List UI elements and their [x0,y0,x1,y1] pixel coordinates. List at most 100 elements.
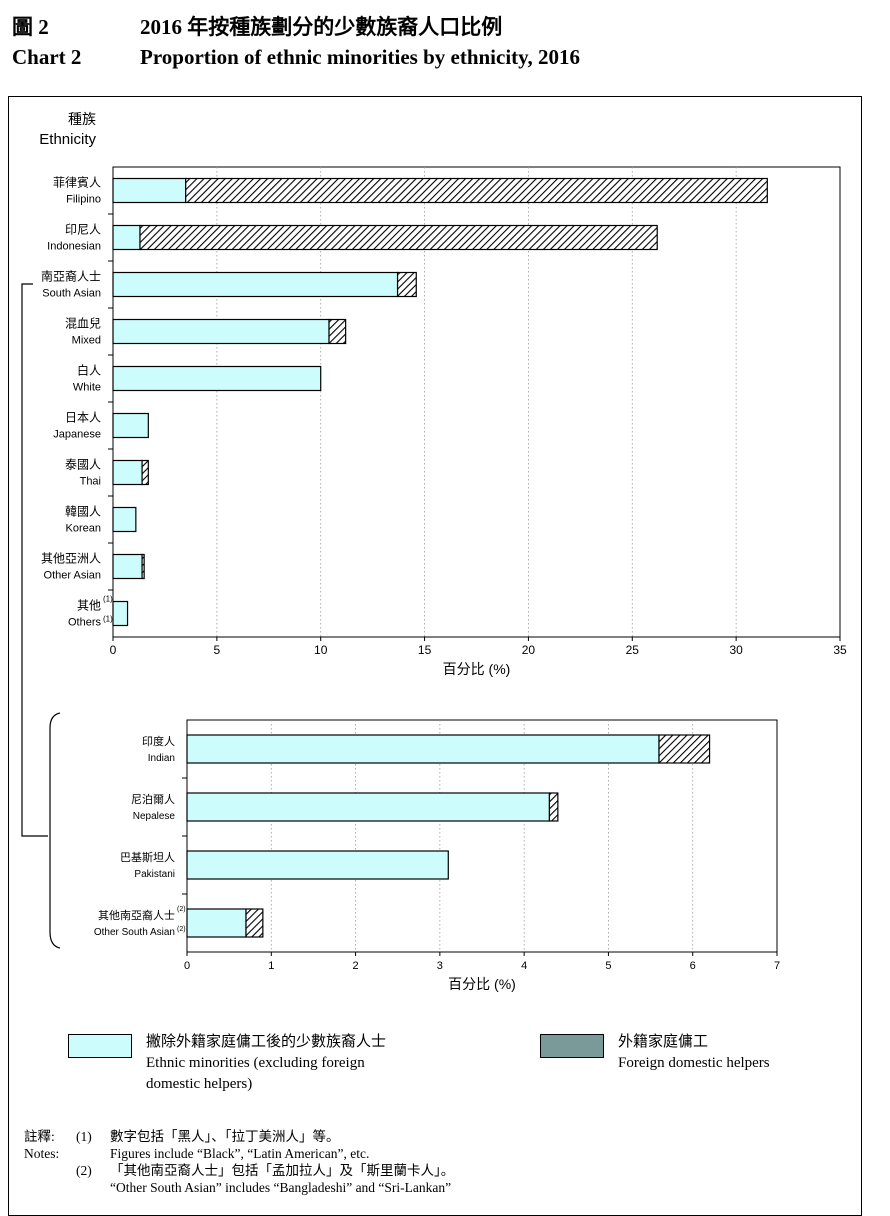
x-tick-label: 0 [110,643,117,657]
notes-label-en: Notes: [24,1146,60,1161]
bar-em [112,224,141,251]
y-axis-title-en: Ethnicity [39,131,96,148]
x-tick-label: 2 [353,960,359,972]
x-tick-label: 3 [437,960,443,972]
category-label-en: Thai [80,476,101,488]
bar-em [112,459,143,486]
legend-em-swatch [68,1034,132,1058]
category-label-zh: 印度人 [142,734,175,748]
category-label-en: Other Asian [44,570,101,582]
bar-fdh [141,553,145,580]
legend-em-label-en2: domestic helpers) [146,1076,253,1092]
bar-em [112,271,399,298]
category-label-en: Nepalese [133,811,176,822]
category-label-zh: 泰國人 [65,458,101,472]
category-label-en: Filipino [66,194,101,206]
legend-fdh-label-en: Foreign domestic helpers [618,1055,770,1071]
category-footnote-mark: (2) [177,926,186,933]
chart-header: 圖 2 2016 年按種族劃分的少數族裔人口比例 Chart 2 Proport… [12,12,580,72]
bar-fdh [548,792,559,822]
bar-em [186,792,551,822]
bar-em [112,506,137,533]
bar-em [112,600,129,627]
bar-em [112,318,330,345]
category-label-en: Japanese [53,429,101,441]
x-tick-label: 30 [729,643,743,657]
x-tick-label: 1 [268,960,274,972]
legend-fdh-swatch [540,1034,604,1058]
bar-fdh [139,224,658,251]
chart-title-en: Proportion of ethnic minorities by ethni… [140,45,581,69]
x-tick-label: 5 [214,643,221,657]
header-row-zh: 圖 2 2016 年按種族劃分的少數族裔人口比例 [12,12,580,42]
category-label-en: Others [68,617,102,629]
x-tick-label: 5 [605,960,611,972]
bar-fdh [141,459,149,486]
category-label-zh: 巴基斯坦人 [120,850,175,864]
chart-main: 0 5 10 15 20 25 30 35 菲律賓人 Filipino 印尼人 Indonesian 南… [39,111,847,677]
category-label-zh: 菲律賓人 [53,175,101,190]
bar-em [112,412,149,439]
notes-label-zh: 註釋: [24,1129,55,1144]
x-tick-label: 15 [418,643,432,657]
legend-fdh-label-zh: 外籍家庭傭工 [618,1034,709,1050]
category-footnote-mark: (1) [103,615,113,624]
legend-em-label-en1: Ethnic minorities (excluding foreign [146,1055,365,1071]
bar-em [112,177,187,204]
category-label-zh: 南亞裔人士 [41,269,101,284]
legend-fdh: 外籍家庭傭工 Foreign domestic helpers [540,1032,770,1074]
x-tick-label: 0 [184,960,190,972]
x-tick-label: 25 [626,643,640,657]
bar-fdh [396,271,417,298]
note-1-number: (1) [76,1129,92,1144]
note-2-number: (2) [76,1163,92,1178]
x-tick-label: 7 [774,960,780,972]
category-label-en: Pakistani [134,869,175,880]
category-label-zh: 印尼人 [65,223,101,237]
category-label-en: Other South Asian [94,927,175,938]
x-tick-label: 10 [314,643,328,657]
legend-em: 撇除外籍家庭傭工後的少數族裔人士 Ethnic minorities (excl… [68,1032,386,1095]
category-label-en: White [73,382,101,394]
category-label-zh: 白人 [77,363,101,378]
x-tick-label: 6 [690,960,696,972]
category-label-en: Indonesian [47,241,101,253]
note-2-en: “Other South Asian” includes “Bangladesh… [110,1180,452,1195]
category-label-zh: 日本人 [65,411,101,425]
category-footnote-mark: (1) [103,595,113,604]
bar-em [112,365,322,392]
chart-south-asian: 0 1 2 3 4 5 6 7 印度人 Indian 尼泊爾人 Nepalese 巴基斯坦人 Pakist… [94,719,780,992]
category-label-zh: 尼泊爾人 [131,793,175,806]
category-footnote-mark: (2) [177,906,186,913]
chart-number-en: Chart 2 [12,45,82,69]
note-1-zh: 數字包括「黑人」、「拉丁美洲人」等。 [110,1129,340,1144]
category-label-zh: 混血兒 [65,317,101,331]
note-1-en: Figures include “Black”, “Latin American… [110,1146,370,1161]
category-label-zh: 其他亞洲人 [41,552,101,566]
category-label-en: Indian [148,753,175,764]
bar-fdh [185,177,768,204]
x-axis-title: 百分比 (%) [443,661,511,677]
legend-em-label-zh: 撇除外籍家庭傭工後的少數族裔人士 [146,1034,387,1050]
bar-fdh [658,734,711,764]
bar-em [112,553,143,580]
y-axis-title-zh: 種族 [68,111,96,127]
x-tick-label: 35 [833,643,847,657]
south-asian-brace [49,712,61,949]
bar-em [186,850,449,880]
category-label-zh: 韓國人 [65,505,101,519]
header-row-en: Chart 2 Proportion of ethnic minorities … [12,42,580,72]
x-tick-label: 20 [522,643,536,657]
notes: 註釋: (1) 數字包括「黑人」、「拉丁美洲人」等。 Notes: Figure… [24,1128,454,1196]
bar-fdh [245,908,264,938]
category-label-en: South Asian [42,288,101,300]
category-label-en: Korean [66,523,101,535]
bar-fdh [328,318,347,345]
category-label-zh: 其他南亞裔人士 [98,908,175,922]
chart-title-zh: 2016 年按種族劃分的少數族裔人口比例 [140,15,503,39]
x-axis-title: 百分比 (%) [448,976,516,992]
bar-em [186,908,247,938]
chart-number-zh: 圖 2 [12,15,49,39]
note-2-zh: 「其他南亞裔人士」包括「孟加拉人」及「斯里蘭卡人」。 [110,1163,455,1178]
